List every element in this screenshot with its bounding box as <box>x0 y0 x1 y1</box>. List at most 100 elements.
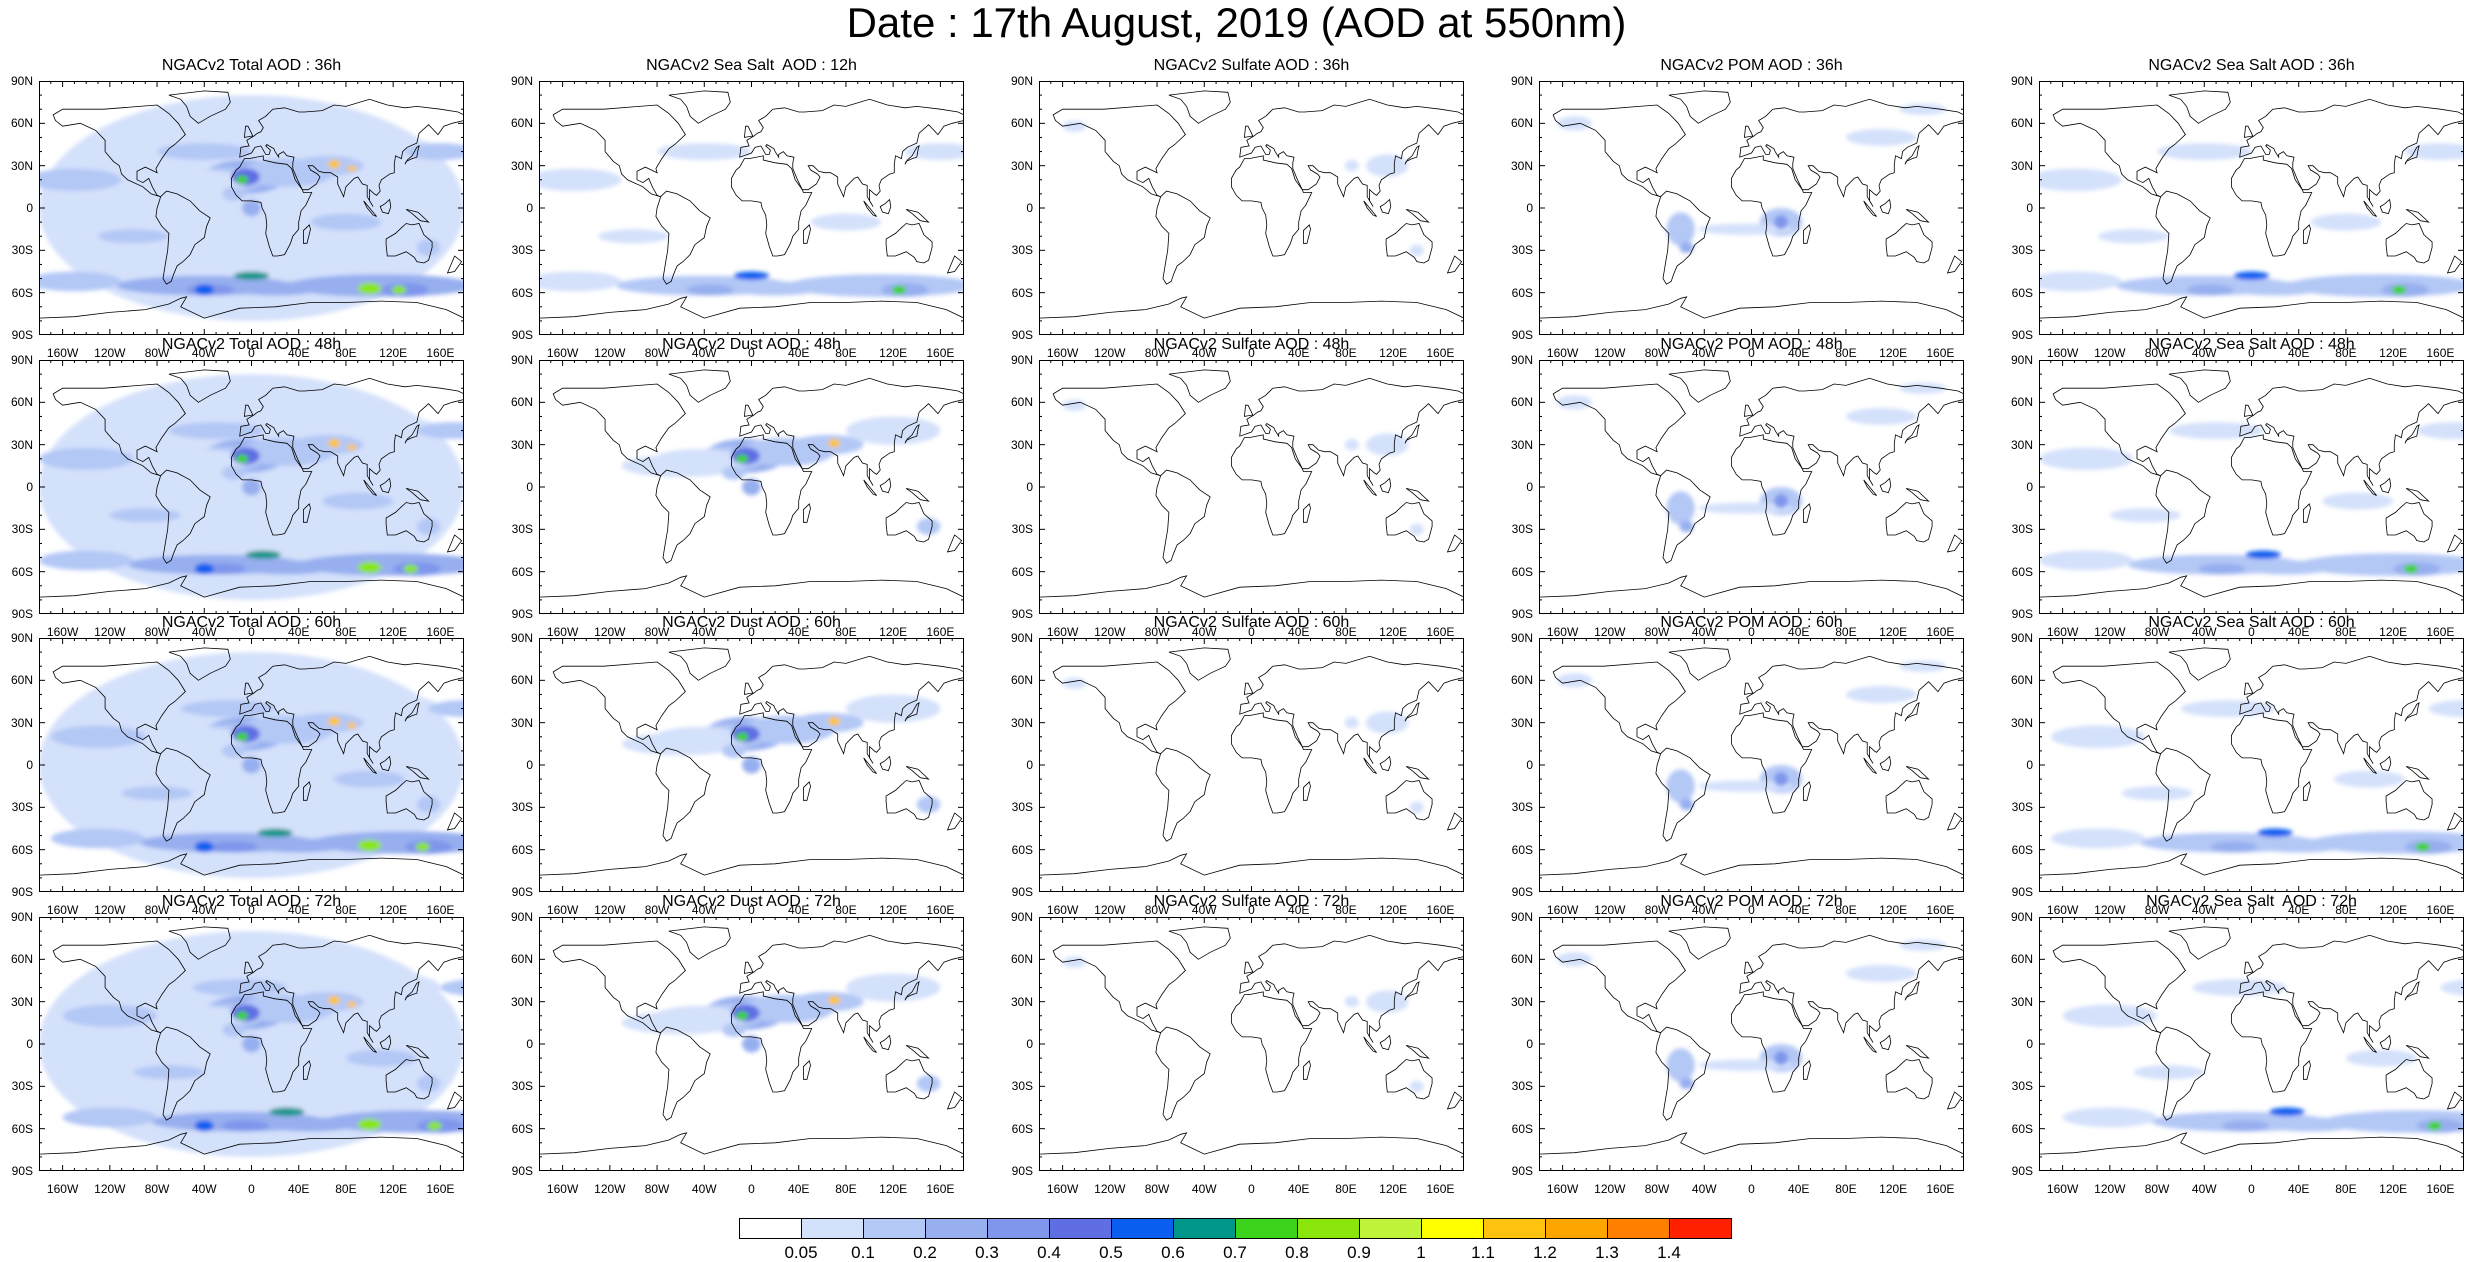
coastline <box>1446 812 1463 831</box>
map-background <box>1039 917 1464 1171</box>
colorbar-swatch <box>1545 1218 1608 1239</box>
lat-tick-label: 30N <box>1510 437 1533 452</box>
coastline <box>1379 1034 1392 1051</box>
colorbar-swatch <box>1359 1218 1422 1239</box>
lon-tick-label: 40E <box>788 625 810 639</box>
lat-tick-label: 30S <box>2011 522 2033 537</box>
lat-tick-label: 0 <box>2026 1037 2033 1051</box>
coastline <box>39 853 464 892</box>
lat-tick-label: 60S <box>1511 285 1533 300</box>
coastline <box>39 575 464 614</box>
coastline <box>1655 469 1711 564</box>
coastline <box>2039 1132 2464 1171</box>
lat-tick-label: 60N <box>1010 395 1033 410</box>
aerosol-field <box>1062 956 1424 1092</box>
aod-plume <box>236 732 248 742</box>
coastline <box>2052 661 2186 755</box>
coastline <box>52 104 186 198</box>
aerosol-field <box>621 973 941 1092</box>
aod-plume <box>1899 660 1947 672</box>
coastline <box>2168 90 2231 124</box>
aod-plume <box>1556 116 1593 131</box>
coastline <box>2168 647 2231 681</box>
coastline <box>1730 991 1813 1093</box>
coastline <box>52 940 186 1034</box>
coastline <box>1230 434 1313 536</box>
coastline <box>655 1026 711 1121</box>
coastline <box>668 647 731 681</box>
aod-plume <box>2245 550 2282 559</box>
lat-tick-label: 60S <box>2011 1121 2033 1136</box>
aod-plume <box>810 213 882 231</box>
lat-tick-label: 60N <box>2010 952 2033 967</box>
aod-plume <box>736 454 748 464</box>
aod-plume <box>1899 939 1947 951</box>
aod-plume <box>891 285 907 295</box>
coastline <box>655 747 711 842</box>
lon-tick-label: 160W <box>1046 625 1079 639</box>
aod-plume <box>1556 952 1593 967</box>
aod-plume <box>427 1121 442 1131</box>
coastline <box>2404 981 2420 1001</box>
lat-tick-label: 90N <box>2010 910 2033 924</box>
lon-tick-label: 0 <box>1248 625 1255 639</box>
aod-plume <box>1773 772 1789 787</box>
lat-tick-label: 90N <box>1510 910 1533 924</box>
lon-tick-label: 160W <box>46 1182 79 1196</box>
lat-tick-label: 90N <box>1510 631 1533 645</box>
aod-plume <box>292 712 364 733</box>
coastline <box>405 488 430 502</box>
coastline <box>1405 209 1430 223</box>
lat-tick-label: 30S <box>1511 522 1533 537</box>
lon-tick-label: 160W <box>1046 903 1079 917</box>
coastline <box>2385 1059 2433 1100</box>
coastline <box>1039 1132 1464 1171</box>
aod-plume <box>2415 842 2430 852</box>
aod-plume <box>242 199 261 217</box>
aod-plume <box>233 271 270 280</box>
lon-tick-label: 40W <box>691 625 717 639</box>
lon-tick-label: 40E <box>288 903 310 917</box>
coastline <box>230 991 313 1093</box>
aod-plume <box>2186 284 2234 296</box>
coastline <box>1379 755 1392 772</box>
aod-plume <box>1698 502 1793 514</box>
coastline <box>1052 383 1186 477</box>
coastline <box>1655 190 1711 285</box>
lon-tick-label: 120E <box>379 346 408 360</box>
lat-tick-label: 90N <box>1010 74 1033 88</box>
lat-tick-label: 60S <box>511 285 533 300</box>
aod-plume <box>50 725 146 749</box>
lon-tick-label: 80W <box>1144 625 1170 639</box>
coastline <box>1668 90 1731 124</box>
lon-tick-label: 0 <box>248 346 255 360</box>
lat-tick-label: 90N <box>2010 353 2033 367</box>
coastline <box>385 223 433 264</box>
aod-plume <box>1556 673 1593 688</box>
lon-tick-label: 80E <box>835 625 857 639</box>
coastline <box>1052 661 1186 755</box>
coastline <box>446 534 463 553</box>
figure-title: Date : 17th August, 2019 (AOD at 550nm) <box>846 0 1627 46</box>
lat-tick-label: 60N <box>510 952 533 967</box>
lat-tick-label: 0 <box>1026 480 1033 494</box>
coastline <box>1739 655 1964 764</box>
coastline <box>2446 1091 2463 1110</box>
coastline <box>2404 145 2420 165</box>
lat-tick-label: 90N <box>1510 74 1533 88</box>
aod-plume <box>2263 1117 2358 1132</box>
lon-tick-label: 120W <box>2094 346 2126 360</box>
coastline <box>802 224 811 244</box>
lon-tick-label: 120E <box>879 625 908 639</box>
lat-tick-label: 60S <box>511 842 533 857</box>
coastline <box>446 1091 463 1110</box>
coastline <box>1743 404 1754 417</box>
lat-tick-label: 90S <box>1511 328 1533 342</box>
coastline <box>539 1132 964 1171</box>
map-background <box>1039 638 1464 892</box>
coastline <box>302 1060 311 1080</box>
lon-tick-label: 160W <box>1546 903 1579 917</box>
coastline <box>730 155 813 257</box>
lat-tick-label: 90N <box>510 353 533 367</box>
lon-tick-label: 160W <box>2046 1182 2079 1196</box>
